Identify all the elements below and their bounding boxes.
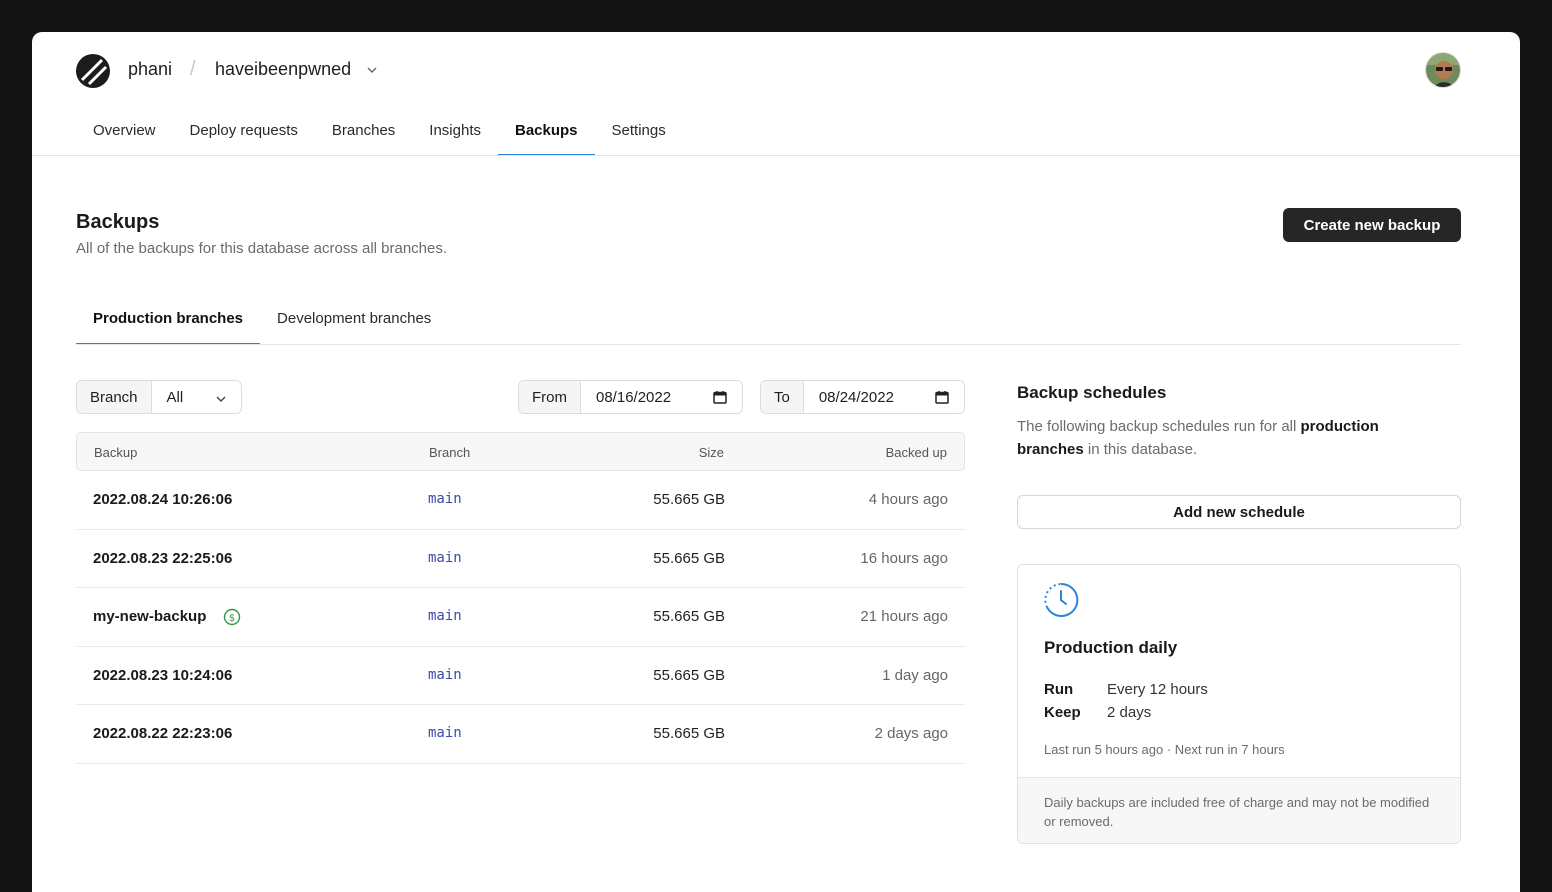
keep-label: Keep	[1044, 704, 1081, 721]
table-row[interactable]: 2022.08.24 10:26:06 main 55.665 GB 4 hou…	[76, 471, 965, 530]
planetscale-logo-icon[interactable]	[75, 53, 111, 89]
schedule-footer-note: Daily backups are included free of charg…	[1018, 777, 1460, 843]
table-row[interactable]: 2022.08.22 22:23:06 main 55.665 GB 2 day…	[76, 705, 965, 764]
calendar-icon[interactable]	[935, 390, 949, 408]
schedule-run-row: Run Every 12 hours	[1044, 681, 1208, 698]
to-label: To	[761, 381, 804, 413]
from-label: From	[519, 381, 581, 413]
database-nav: Overview Deploy requests Branches Insigh…	[76, 108, 683, 156]
from-date-filter: From 08/16/2022	[518, 380, 743, 414]
keep-value: 2 days	[1107, 704, 1152, 721]
create-new-backup-button[interactable]: Create new backup	[1283, 208, 1461, 242]
backup-name[interactable]: 2022.08.23 10:24:06	[93, 666, 233, 684]
schedules-desc-pre: The following backup schedules run for a…	[1017, 418, 1301, 435]
branch-name[interactable]: main	[428, 666, 462, 683]
column-header-backed-up: Backed up	[885, 445, 947, 460]
tabs-divider	[76, 344, 1461, 345]
from-date-value: 08/16/2022	[596, 388, 672, 406]
nav-divider	[32, 155, 1520, 156]
backups-table: Backup Branch Size Backed up 2022.08.24 …	[76, 432, 965, 764]
column-header-branch: Branch	[429, 445, 471, 460]
schedule-keep-row: Keep 2 days	[1044, 704, 1151, 721]
table-row[interactable]: my-new-backup $ main 55.665 GB 21 hours …	[76, 588, 965, 647]
backup-schedules-description: The following backup schedules run for a…	[1017, 415, 1437, 461]
nav-overview[interactable]: Overview	[93, 122, 156, 139]
billable-dollar-icon: $	[223, 608, 241, 630]
branch-filter: Branch All	[76, 380, 242, 414]
breadcrumb-org[interactable]: phani	[128, 59, 173, 79]
branch-name[interactable]: main	[428, 491, 462, 507]
table-header: Backup Branch Size Backed up	[76, 432, 965, 471]
branch-type-tabs: Production branches Development branches	[76, 298, 448, 345]
breadcrumb-database[interactable]: haveibeenpwned	[215, 59, 352, 79]
branch-select[interactable]: All	[151, 381, 239, 413]
backup-schedules-title: Backup schedules	[1017, 383, 1167, 402]
column-header-size: Size	[698, 445, 724, 460]
backed-up-time: 1 day ago	[882, 666, 948, 684]
page-subtitle: All of the backups for this database acr…	[76, 240, 448, 257]
schedule-card: Production daily Run Every 12 hours Keep 2…	[1017, 564, 1461, 844]
backup-size: 55.665 GB	[653, 491, 725, 508]
schedule-run-meta: Last run 5 hours ago · Next run in 7 hou…	[1044, 742, 1285, 757]
branch-select-value: All	[166, 388, 184, 406]
backup-size: 55.665 GB	[653, 608, 725, 625]
backup-size: 55.665 GB	[653, 666, 725, 684]
table-row[interactable]: 2022.08.23 10:24:06 main 55.665 GB 1 day…	[76, 647, 965, 705]
run-label: Run	[1044, 681, 1074, 698]
to-date-input[interactable]: 08/24/2022	[803, 381, 964, 413]
to-date-filter: To 08/24/2022	[760, 380, 965, 414]
schedules-desc-post: in this database.	[1083, 441, 1198, 458]
backup-name[interactable]: 2022.08.24 10:26:06	[93, 491, 233, 508]
tab-production-branches[interactable]: Production branches	[76, 298, 261, 345]
run-value: Every 12 hours	[1107, 681, 1208, 698]
page-title: Backups	[76, 211, 160, 233]
top-bar: phani / haveibeenpwned	[32, 32, 1520, 108]
from-date-input[interactable]: 08/16/2022	[581, 381, 742, 413]
branch-filter-label: Branch	[77, 381, 152, 413]
calendar-icon[interactable]	[713, 390, 727, 408]
column-header-backup: Backup	[94, 445, 138, 460]
tab-development-branches[interactable]: Development branches	[277, 310, 432, 327]
user-avatar[interactable]	[1425, 52, 1461, 88]
nav-branches[interactable]: Branches	[331, 122, 396, 139]
nav-insights[interactable]: Insights	[429, 122, 481, 139]
backup-name[interactable]: my-new-backup	[93, 608, 207, 625]
branch-name[interactable]: main	[428, 608, 462, 624]
add-new-schedule-button[interactable]: Add new schedule	[1017, 495, 1461, 529]
clock-icon	[1043, 582, 1079, 618]
schedule-title: Production daily	[1044, 638, 1178, 657]
backed-up-time: 2 days ago	[874, 725, 948, 742]
backup-name[interactable]: 2022.08.22 22:23:06	[93, 725, 233, 742]
to-date-value: 08/24/2022	[818, 388, 894, 406]
chevron-down-icon[interactable]	[366, 63, 378, 75]
backup-name[interactable]: 2022.08.23 22:25:06	[93, 549, 233, 567]
branch-name[interactable]: main	[428, 725, 462, 741]
backup-size: 55.665 GB	[653, 549, 725, 567]
table-row[interactable]: 2022.08.23 22:25:06 main 55.665 GB 16 ho…	[76, 530, 965, 588]
branch-name[interactable]: main	[428, 549, 462, 566]
svg-text:$: $	[229, 613, 235, 624]
backed-up-time: 21 hours ago	[860, 608, 948, 625]
backed-up-time: 16 hours ago	[860, 549, 948, 567]
nav-deploy-requests[interactable]: Deploy requests	[189, 122, 298, 139]
chevron-down-icon	[215, 392, 227, 409]
backup-size: 55.665 GB	[653, 725, 725, 742]
nav-settings[interactable]: Settings	[611, 122, 666, 139]
schedules-desc-bold: production branches	[1017, 418, 1379, 458]
nav-backups[interactable]: Backups	[498, 108, 595, 156]
app-window: phani / haveibeenpwned Overview Deploy r…	[32, 32, 1520, 892]
breadcrumb-separator: /	[190, 58, 196, 80]
backed-up-time: 4 hours ago	[868, 491, 948, 508]
